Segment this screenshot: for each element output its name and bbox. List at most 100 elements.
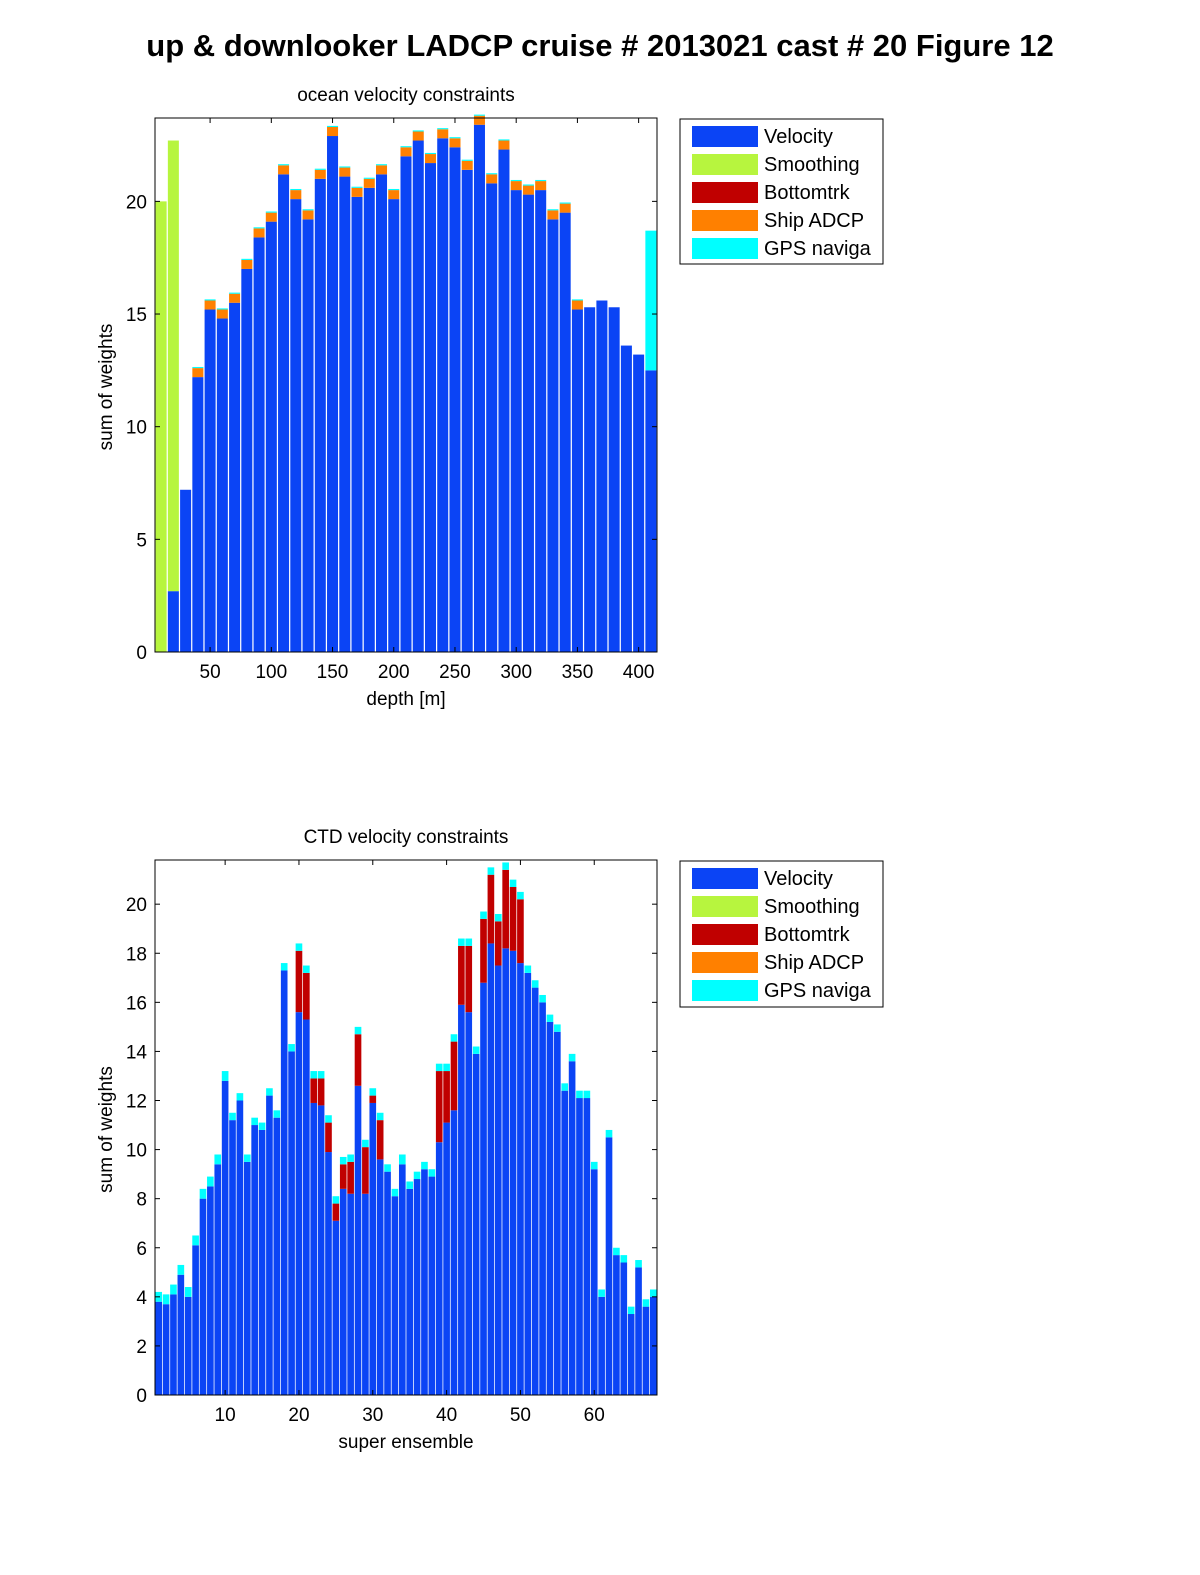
bar-segment <box>376 1159 384 1395</box>
bar-segment <box>170 1294 177 1395</box>
legend-label: Velocity <box>764 126 833 148</box>
bar-segment <box>494 921 502 966</box>
bar-segment <box>363 177 375 179</box>
bar-segment <box>435 1071 443 1143</box>
bar-segment <box>645 230 657 371</box>
bar-segment <box>449 147 461 652</box>
bar-segment <box>351 187 363 197</box>
y-tick-label: 0 <box>136 1386 147 1407</box>
bar-segment <box>620 1262 628 1395</box>
x-tick-label: 350 <box>562 662 594 683</box>
bar-segment <box>642 1299 650 1307</box>
bar-segment <box>443 1071 450 1123</box>
bar-segment <box>180 489 192 652</box>
bar-segment <box>362 1193 369 1395</box>
bar-segment <box>351 186 363 188</box>
bar-segment <box>280 963 288 971</box>
legend-label: Bottomtrk <box>764 924 851 946</box>
bar-segment <box>576 1098 583 1395</box>
bar-segment <box>620 345 632 652</box>
bar-segment <box>437 129 449 139</box>
bar-segment <box>332 1196 340 1204</box>
bar-segment <box>310 1078 318 1103</box>
bar-segment <box>327 127 339 137</box>
bar-segment <box>473 124 485 652</box>
bar-segment <box>327 125 339 128</box>
bar-segment <box>517 891 524 900</box>
bar-segment <box>184 1287 192 1297</box>
bar-segment <box>546 1014 554 1022</box>
x-tick-label: 100 <box>255 662 287 683</box>
bar-segment <box>435 1142 443 1395</box>
bar-segment <box>635 1260 642 1268</box>
bar-segment <box>465 945 473 1013</box>
bar-segment <box>302 210 314 220</box>
bar-segment <box>204 299 216 301</box>
bar-segment <box>317 1105 325 1395</box>
bar-segment <box>339 1156 347 1165</box>
bar-segment <box>391 1188 399 1197</box>
bar-segment <box>199 1198 207 1395</box>
bar-segment <box>486 183 498 652</box>
bar-segment <box>522 194 534 652</box>
bar-segment <box>531 987 539 1395</box>
x-tick-label: 300 <box>500 662 532 683</box>
bar-segment <box>461 159 473 161</box>
legend-label: Ship ADCP <box>764 952 864 974</box>
bar-segment <box>273 1110 281 1118</box>
bar-segment <box>531 980 539 988</box>
legend-label: GPS naviga <box>764 980 872 1002</box>
x-tick-label: 10 <box>215 1405 236 1426</box>
bar-segment <box>568 1061 576 1395</box>
bar-segment <box>177 1274 185 1395</box>
legend-swatch <box>692 182 758 203</box>
bar-segment <box>253 237 265 652</box>
bar-segment <box>584 307 596 652</box>
bar-segment <box>325 1115 332 1123</box>
bar-segment <box>354 1034 362 1086</box>
bar-segment <box>461 169 473 652</box>
bar-segment <box>214 1164 222 1395</box>
legend-label: Ship ADCP <box>764 210 864 232</box>
bar-segment <box>339 1164 347 1189</box>
legend-swatch <box>692 868 758 889</box>
x-tick-label: 200 <box>378 662 410 683</box>
bar-segment <box>384 1171 391 1395</box>
bar-segment <box>288 1051 295 1395</box>
legend-label: Velocity <box>764 868 833 890</box>
bar-segment <box>369 1102 377 1395</box>
bar-segment <box>502 862 509 870</box>
bar-segment <box>229 302 241 652</box>
y-axis-label: sum of weights <box>96 1066 117 1193</box>
bar-segment <box>388 199 400 652</box>
bar-segment <box>204 300 216 310</box>
bar-segment <box>155 1301 163 1395</box>
bar-segment <box>192 366 204 369</box>
bar-segment <box>450 1041 458 1111</box>
bar-segment <box>177 1264 185 1275</box>
bar-segment <box>605 1129 613 1138</box>
bar-segment <box>391 1196 399 1395</box>
bar-segment <box>216 309 228 319</box>
y-tick-label: 6 <box>136 1239 147 1260</box>
bar-segment <box>590 1161 598 1170</box>
bar-segment <box>645 370 657 652</box>
figure-title: up & downlooker LADCP cruise # 2013021 c… <box>146 28 1054 63</box>
bar-segment <box>229 293 241 303</box>
bar-segment <box>486 173 498 175</box>
bar-segment <box>266 1095 273 1395</box>
bar-segment <box>295 943 303 951</box>
bar-segment <box>561 1083 569 1091</box>
legend-swatch <box>692 126 758 147</box>
bar-segment <box>253 227 265 229</box>
bar-segment <box>472 1053 480 1395</box>
bar-segment <box>571 299 583 301</box>
x-tick-label: 250 <box>439 662 471 683</box>
bar-segment <box>509 879 517 887</box>
bar-segment <box>413 1179 421 1395</box>
bar-segment <box>421 1161 428 1170</box>
bar-segment <box>376 174 388 653</box>
bar-segment <box>273 1117 281 1395</box>
bar-segment <box>184 1296 192 1395</box>
bar-segment <box>494 965 502 1395</box>
